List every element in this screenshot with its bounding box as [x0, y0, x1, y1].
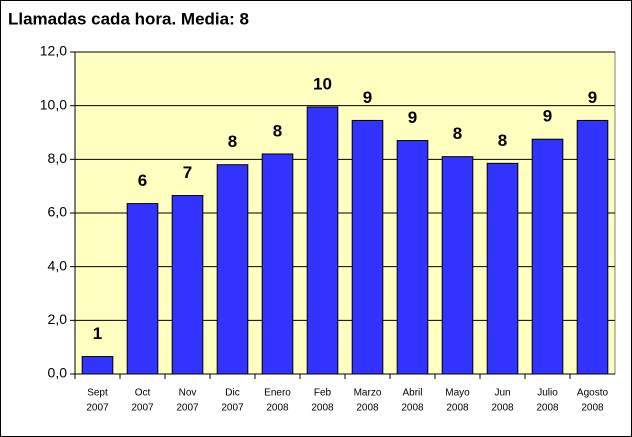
- x-tick-label: 2008: [536, 403, 559, 414]
- x-tick-label: 2008: [401, 403, 424, 414]
- bar: [171, 195, 204, 375]
- value-label: 8: [273, 121, 282, 140]
- x-tick-label: 2007: [131, 403, 154, 414]
- chart-title: Llamadas cada hora. Media: 8: [8, 9, 249, 28]
- bar: [306, 106, 339, 375]
- value-label: 8: [453, 124, 462, 143]
- x-tick-label: Marzo: [354, 388, 382, 399]
- y-tick-label: 2,0: [48, 311, 68, 327]
- x-tick-label: 2007: [176, 403, 199, 414]
- value-label: 1: [93, 324, 102, 343]
- x-tick-label: Enero: [264, 388, 291, 399]
- x-tick-label: 2008: [311, 403, 334, 414]
- x-tick-label: Dic: [225, 388, 239, 399]
- bar: [531, 138, 564, 375]
- value-label: 6: [138, 171, 147, 190]
- x-tick-label: 2008: [356, 403, 379, 414]
- value-label: 9: [363, 88, 372, 107]
- x-tick-label: 2007: [221, 403, 244, 414]
- value-label: 7: [183, 163, 192, 182]
- bar: [81, 356, 114, 375]
- x-tick-label: Nov: [179, 388, 197, 399]
- value-label: 8: [498, 131, 507, 150]
- y-tick-label: 12,0: [40, 43, 67, 59]
- x-tick-label: Agosto: [577, 388, 609, 399]
- x-tick-label: Oct: [135, 388, 151, 399]
- bar: [486, 162, 519, 375]
- y-tick-label: 8,0: [48, 150, 68, 166]
- x-tick-label: Abril: [402, 388, 422, 399]
- bar: [261, 153, 294, 375]
- bar: [216, 164, 249, 375]
- x-tick-label: Jun: [494, 388, 510, 399]
- x-tick-label: Feb: [314, 388, 332, 399]
- bar: [441, 156, 474, 375]
- bar: [396, 140, 429, 375]
- value-label: 9: [588, 88, 597, 107]
- bar: [351, 119, 384, 375]
- y-tick-label: 6,0: [48, 204, 68, 220]
- x-tick-label: 2008: [446, 403, 469, 414]
- bar: [576, 119, 609, 375]
- bar: [126, 203, 159, 375]
- y-tick-label: 4,0: [48, 257, 68, 273]
- x-tick-label: 2008: [491, 403, 514, 414]
- x-tick-label: Mayo: [445, 388, 470, 399]
- x-tick-label: 2008: [581, 403, 604, 414]
- y-tick-label: 10,0: [40, 96, 67, 112]
- value-label: 9: [408, 108, 417, 127]
- value-label: 10: [313, 74, 332, 93]
- x-tick-label: 2008: [266, 403, 289, 414]
- value-label: 9: [543, 107, 552, 126]
- x-tick-label: Sept: [87, 388, 108, 399]
- y-tick-label: 0,0: [48, 365, 68, 381]
- x-tick-label: Julio: [537, 388, 558, 399]
- x-tick-label: 2007: [86, 403, 109, 414]
- value-label: 8: [228, 132, 237, 151]
